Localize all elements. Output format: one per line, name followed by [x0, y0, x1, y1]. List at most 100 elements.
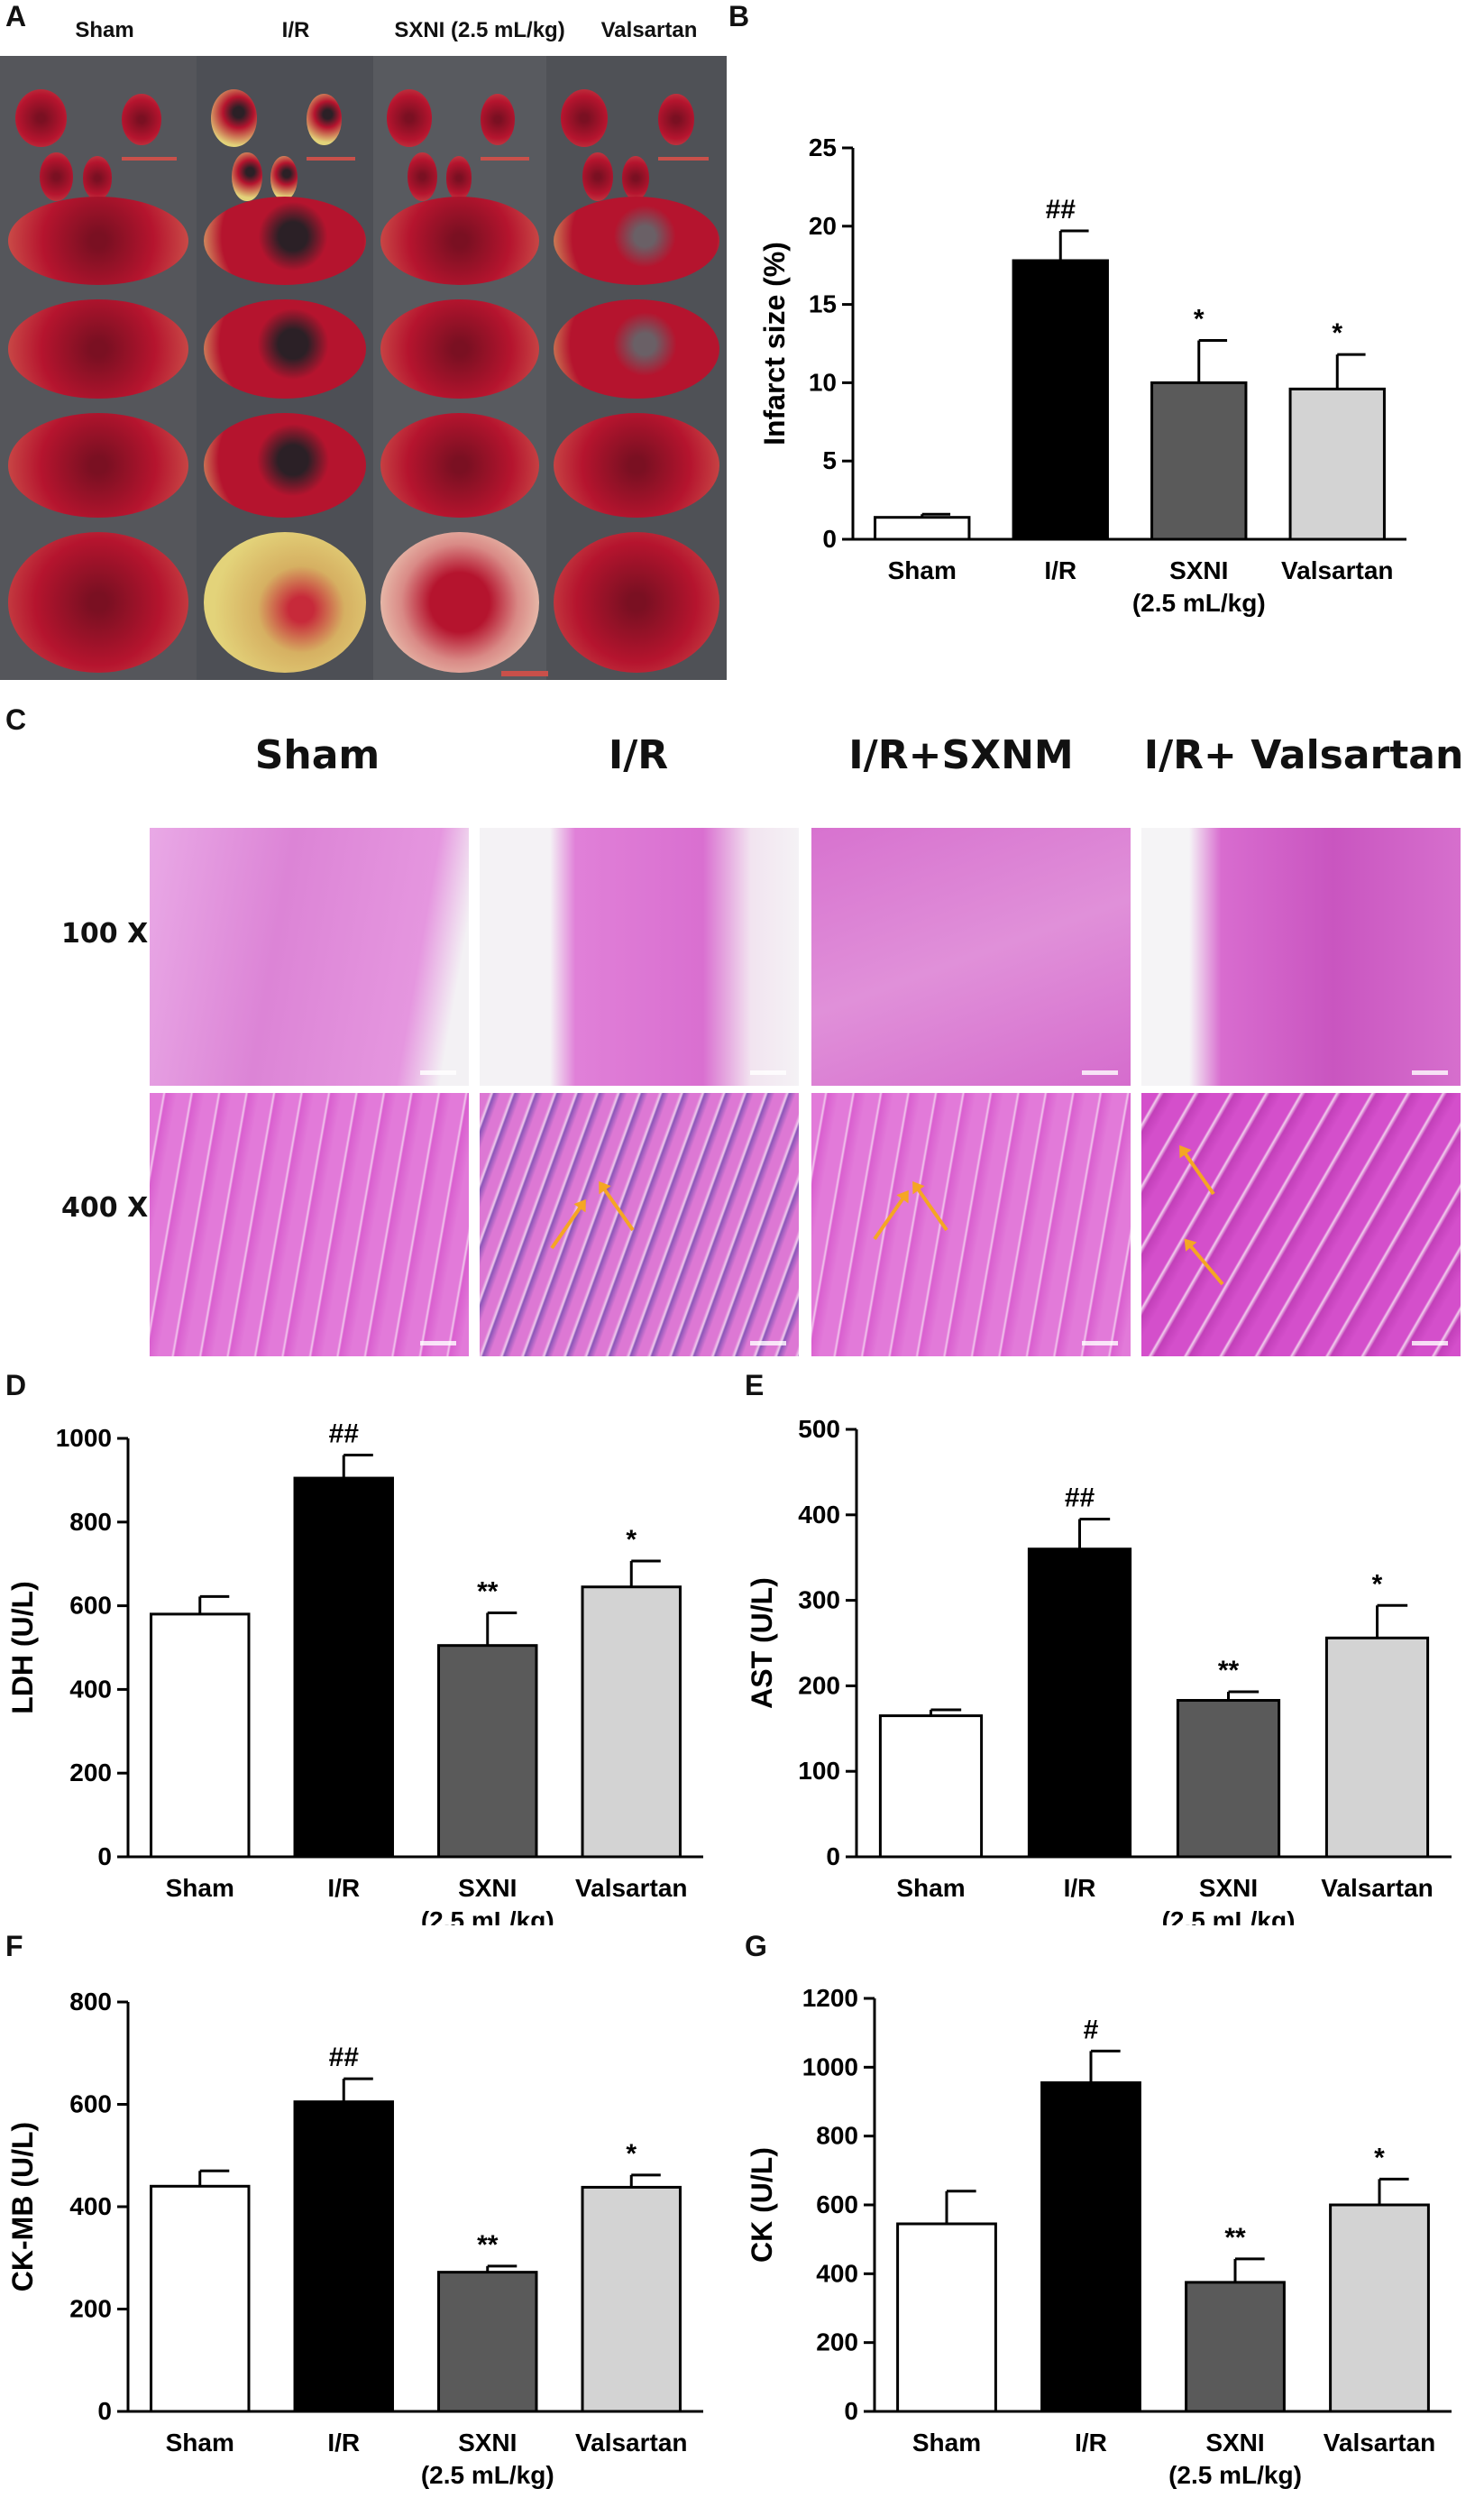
x-tick-sublabel: (2.5 mL/kg)	[421, 2461, 554, 2489]
heart-slice	[82, 156, 113, 200]
panel-a-header-valsartan: Valsartan	[600, 18, 698, 42]
heart-slice	[306, 93, 342, 146]
heart-slice	[554, 197, 719, 285]
panel-a-header-ir: I/R	[281, 18, 310, 42]
ldh-chart: 0 200 400 600 800 1000 LDH (U/L) Sham ## I/R ** SXN…	[6, 1419, 703, 1925]
x-tick-label: SXNI	[1199, 1874, 1258, 1902]
y-tick-label: 1000	[56, 1424, 112, 1452]
y-tick-label: 15	[809, 290, 837, 318]
he-400x-0	[150, 1093, 469, 1356]
x-tick-sublabel: (2.5 mL/kg)	[421, 1906, 554, 1925]
y-tick-label: 800	[69, 1508, 112, 1536]
orange-arrow-icon	[906, 1177, 948, 1232]
heart-slice	[15, 89, 68, 147]
y-tick-label: 500	[798, 1415, 840, 1443]
scale-bar	[306, 157, 356, 161]
bar-sxni	[1176, 1699, 1281, 1859]
scale-bar	[1412, 1341, 1448, 1345]
scale-bar	[750, 1341, 786, 1345]
ck-chart: 0 200 400 600 800 1000 1200 CK (U/L) Sham # I/R ** S…	[746, 1984, 1452, 2489]
heart-slice	[554, 413, 719, 518]
x-tick-label: Valsartan	[1324, 2429, 1436, 2456]
x-tick-sublabel: (2.5 mL/kg)	[1132, 589, 1266, 617]
bar-ir	[1027, 1547, 1132, 1859]
heart-slice	[203, 413, 367, 518]
heart-slice	[270, 156, 298, 200]
y-tick-label: 400	[69, 1675, 112, 1703]
he-400x-2	[811, 1093, 1131, 1356]
panel-c-header-sxnm: I/R+SXNM	[848, 732, 1074, 778]
y-tick-label: 1200	[802, 1984, 858, 2012]
bar-valsartan	[1329, 2203, 1430, 2413]
ast-chart: 0 100 200 300 400 500 AST (U/L) Sham ## I/R ** SXNI…	[746, 1415, 1452, 1925]
scale-bar	[420, 1341, 456, 1345]
bar-sxni	[1185, 2281, 1286, 2413]
y-tick-label: 400	[816, 2259, 858, 2287]
y-tick-label: 200	[69, 1759, 112, 1786]
panel-c-row-100x: 100 X	[61, 918, 149, 950]
heart-slice	[445, 156, 472, 200]
y-tick-label: 0	[844, 2397, 858, 2425]
orange-arrow-icon	[550, 1195, 592, 1250]
heart-slice	[554, 532, 719, 673]
y-tick-label: 800	[816, 2122, 858, 2150]
x-tick-label: I/R	[1044, 556, 1076, 584]
heart-slice	[39, 152, 73, 202]
heart-slice	[7, 299, 189, 399]
bar-ir	[1040, 2081, 1141, 2413]
bar-ir	[1012, 259, 1109, 541]
x-tick-label: Valsartan	[1281, 556, 1394, 584]
scale-bar	[658, 157, 709, 161]
ck-mb-chart: 0 200 400 600 800 CK-MB (U/L) Sham ## I/R ** SXNI (…	[6, 1988, 703, 2489]
heart-slice	[380, 197, 540, 285]
scale-bar	[420, 1070, 456, 1075]
x-tick-label: Sham	[166, 1874, 234, 1902]
significance-label: *	[1374, 2143, 1385, 2172]
heart-slice	[210, 89, 257, 147]
x-tick-label: I/R	[1064, 1874, 1096, 1902]
heart-slice	[658, 93, 694, 146]
heart-slice	[380, 413, 540, 518]
y-tick-label: 300	[798, 1586, 840, 1614]
bar-sham	[874, 516, 971, 541]
y-tick-label: 20	[809, 212, 837, 240]
orange-arrow-icon	[873, 1186, 915, 1241]
panel-c-header-sham: Sham	[254, 732, 380, 778]
significance-label: **	[1224, 2223, 1246, 2253]
x-tick-label: SXNI	[458, 2429, 517, 2456]
bar-valsartan	[1288, 387, 1386, 541]
he-100x-3	[1141, 828, 1461, 1086]
y-tick-label: 600	[816, 2190, 858, 2218]
scale-bar	[122, 157, 178, 161]
y-tick-label: 0	[822, 525, 837, 553]
panel-c-header-valsartan: I/R+ Valsartan	[1143, 732, 1464, 778]
significance-label: ##	[329, 2043, 360, 2072]
bar-ir	[293, 2100, 394, 2413]
he-400x-3	[1141, 1093, 1461, 1356]
significance-label: **	[477, 1576, 499, 1606]
heart-slice	[380, 532, 540, 673]
y-tick-label: 10	[809, 368, 837, 396]
heart-slice	[408, 152, 438, 202]
significance-label: *	[626, 1525, 637, 1555]
heart-slice	[380, 299, 540, 399]
heart-slice	[481, 93, 516, 146]
x-tick-label: Valsartan	[575, 1874, 688, 1902]
y-tick-label: 600	[69, 1592, 112, 1620]
ttc-column-3	[546, 56, 727, 680]
y-tick-label: 400	[798, 1501, 840, 1529]
panel-c-row-400x: 400 X	[61, 1192, 149, 1224]
ttc-column-2	[373, 56, 546, 680]
scale-bar	[481, 157, 529, 161]
y-tick-label: 200	[69, 2295, 112, 2323]
y-tick-label: 200	[816, 2328, 858, 2356]
infarct-size-chart: 0 5 10 15 20 25 Infarct size (%) Sham ## I/R * SXNI…	[758, 133, 1406, 617]
y-axis-label: LDH (U/L)	[6, 1581, 39, 1714]
x-tick-label: SXNI	[458, 1874, 517, 1902]
y-tick-label: 400	[69, 2192, 112, 2220]
significance-label: ##	[1065, 1483, 1095, 1513]
y-tick-label: 600	[69, 2090, 112, 2118]
he-100x-0	[150, 828, 469, 1086]
he-100x-1	[480, 828, 799, 1086]
significance-label: **	[1218, 1656, 1240, 1685]
